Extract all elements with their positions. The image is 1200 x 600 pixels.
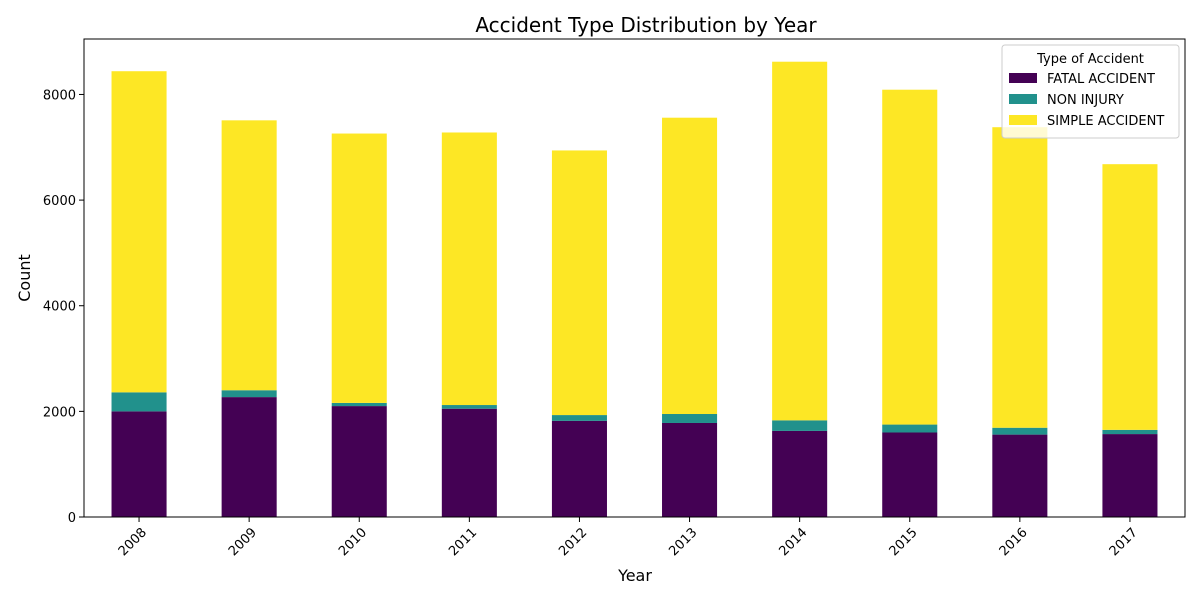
- bar-non-injury-2016: [992, 427, 1048, 435]
- bar-fatal-accident-2013: [662, 422, 718, 517]
- legend-label-non-injury: NON INJURY: [1047, 93, 1124, 108]
- bar-non-injury-2008: [111, 392, 167, 412]
- plot-frame: [83, 38, 1186, 518]
- bar-non-injury-2009: [221, 390, 277, 398]
- bar-fatal-accident-2012: [551, 420, 607, 517]
- bar-simple-accident-2015: [882, 89, 938, 425]
- x-tick-label: 2013: [666, 525, 700, 559]
- y-axis-label: Count: [15, 254, 34, 302]
- bar-non-injury-2017: [1102, 429, 1158, 435]
- legend-swatch-non-injury: [1009, 94, 1037, 104]
- x-tick-label: 2010: [336, 525, 370, 559]
- x-axis-label: Year: [617, 566, 652, 585]
- chart-title: Accident Type Distribution by Year: [475, 13, 817, 37]
- bar-non-injury-2015: [882, 424, 938, 433]
- y-tick-label: 0: [68, 511, 76, 526]
- legend-title: Type of Accident: [1036, 52, 1144, 67]
- bar-simple-accident-2012: [551, 150, 607, 416]
- bar-fatal-accident-2011: [441, 408, 497, 517]
- legend-box: [1001, 44, 1180, 139]
- bar-simple-accident-2017: [1102, 164, 1158, 430]
- x-tick-label: 2012: [556, 525, 590, 559]
- legend-swatch-fatal-accident: [1009, 73, 1037, 83]
- legend-label-simple-accident: SIMPLE ACCIDENT: [1047, 114, 1164, 129]
- x-tick-label: 2015: [887, 525, 921, 559]
- bar-simple-accident-2010: [331, 133, 387, 403]
- y-tick-label: 2000: [43, 405, 76, 420]
- legend: Type of Accident FATAL ACCIDENT NON INJURY…: [1001, 44, 1180, 139]
- y-tick-label: 8000: [43, 88, 76, 103]
- bar-simple-accident-2014: [772, 61, 828, 421]
- bar-fatal-accident-2016: [992, 434, 1048, 517]
- bar-fatal-accident-2015: [882, 432, 938, 517]
- bar-simple-accident-2008: [111, 71, 167, 393]
- bar-non-injury-2010: [331, 402, 387, 407]
- y-tick-label: 6000: [43, 194, 76, 209]
- bar-simple-accident-2009: [221, 120, 277, 391]
- bars-layer: [111, 61, 1158, 517]
- bar-non-injury-2013: [662, 414, 718, 423]
- x-tick-label: 2016: [997, 525, 1031, 559]
- legend-swatch-simple-accident: [1009, 115, 1037, 125]
- bar-fatal-accident-2014: [772, 430, 828, 517]
- bar-simple-accident-2011: [441, 132, 497, 406]
- bar-non-injury-2014: [772, 420, 828, 431]
- y-tick-label: 4000: [43, 300, 76, 315]
- bar-simple-accident-2013: [662, 117, 718, 415]
- bar-non-injury-2012: [551, 415, 607, 421]
- bar-fatal-accident-2010: [331, 406, 387, 517]
- bar-fatal-accident-2008: [111, 411, 167, 517]
- x-tick-label: 2017: [1107, 525, 1141, 559]
- x-tick-label: 2011: [446, 525, 480, 559]
- bar-non-injury-2011: [441, 405, 497, 409]
- bar-fatal-accident-2017: [1102, 434, 1158, 517]
- x-tick-label: 2008: [116, 525, 150, 559]
- x-tick-label: 2014: [776, 525, 810, 559]
- x-tick-label: 2009: [226, 525, 260, 559]
- bar-simple-accident-2016: [992, 127, 1048, 428]
- legend-label-fatal-accident: FATAL ACCIDENT: [1047, 72, 1155, 87]
- bar-fatal-accident-2009: [221, 397, 277, 517]
